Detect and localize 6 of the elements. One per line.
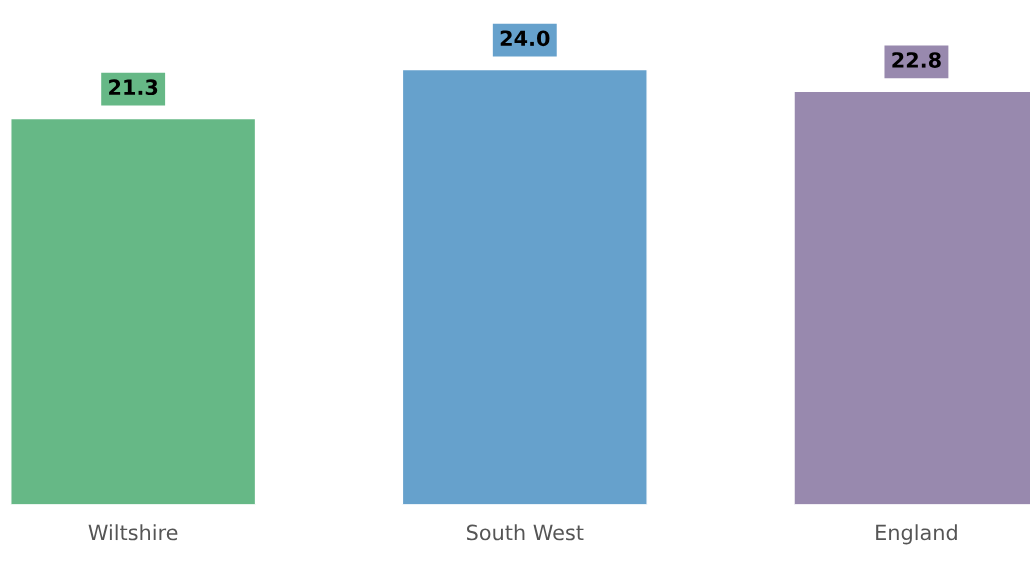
data-label: 21.3 [109, 79, 158, 96]
x-tick-label: England [876, 524, 957, 545]
x-tick-label: Wiltshire [88, 524, 178, 541]
data-label: 22.8 [892, 52, 941, 68]
x-tick-label: South West [466, 524, 584, 541]
data-label: 24.0 [500, 30, 550, 47]
